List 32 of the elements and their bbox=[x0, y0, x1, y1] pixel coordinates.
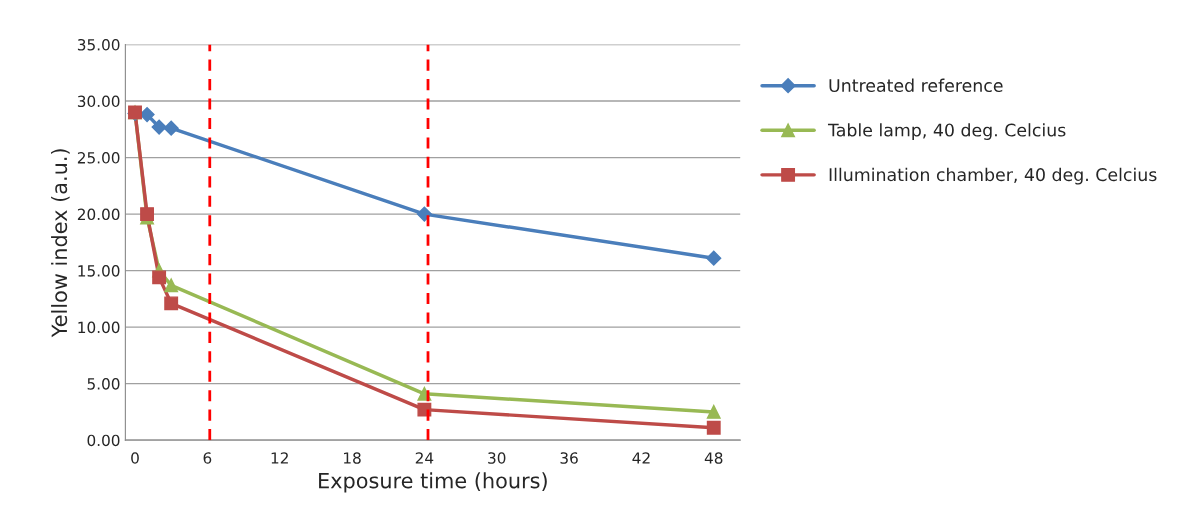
x-tick-label: 12 bbox=[271, 452, 288, 464]
point bbox=[416, 206, 432, 222]
x-tick-label: 24 bbox=[415, 452, 434, 464]
x-tick-label: 42 bbox=[632, 452, 650, 464]
x-tick-label: 0 bbox=[131, 452, 139, 464]
point bbox=[706, 404, 721, 419]
point bbox=[164, 278, 179, 293]
y-axis-title: Yellow index (a.u.) bbox=[51, 149, 70, 338]
point bbox=[151, 119, 167, 135]
point bbox=[164, 296, 179, 311]
legend-label: Untreated reference bbox=[829, 78, 1003, 93]
y-tick-label: 35.00 bbox=[77, 39, 120, 51]
point bbox=[152, 270, 167, 285]
x-tick-label: 30 bbox=[488, 452, 506, 464]
legend-label: Illumination chamber, 40 deg. Celcius bbox=[829, 167, 1157, 185]
y-tick-label: 0.00 bbox=[87, 434, 120, 447]
point bbox=[706, 250, 722, 266]
legend-label: Table lamp, 40 deg. Celcius bbox=[827, 123, 1066, 140]
y-tick-label: 5.00 bbox=[87, 378, 120, 390]
y-tick-label: 30.00 bbox=[77, 95, 120, 108]
y-tick-label: 15.00 bbox=[78, 265, 120, 277]
x-tick-label: 6 bbox=[203, 452, 212, 464]
point bbox=[706, 420, 721, 435]
x-tick-label: 18 bbox=[344, 452, 361, 464]
x-tick-label: 48 bbox=[704, 452, 723, 464]
y-tick-label: 20.00 bbox=[77, 208, 120, 221]
y-tick-label: 25.00 bbox=[77, 152, 120, 164]
x-axis-title: Exposure time (hours) bbox=[319, 472, 547, 493]
point bbox=[163, 120, 179, 136]
point bbox=[417, 402, 432, 417]
x-tick-label: 36 bbox=[560, 452, 578, 464]
y-tick-label: 10.00 bbox=[78, 321, 120, 334]
